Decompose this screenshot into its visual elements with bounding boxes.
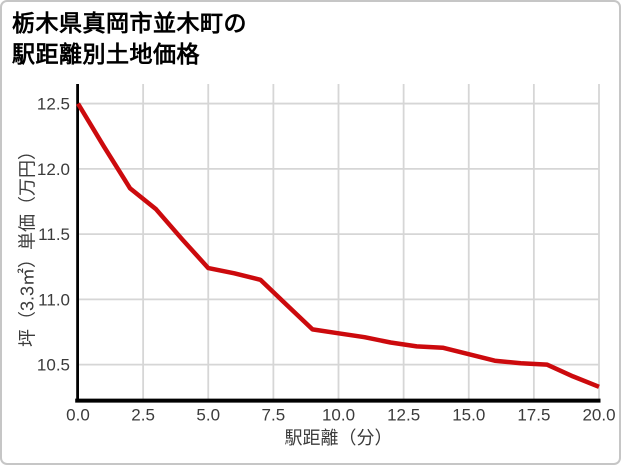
y-tick-label: 12.0 xyxy=(37,160,70,179)
y-axis-title: 坪（3.3㎡）単価（万円） xyxy=(17,141,38,348)
x-tick-label: 0.0 xyxy=(66,406,90,425)
x-axis-title: 駅距離（分） xyxy=(284,428,393,448)
y-tick-label: 12.5 xyxy=(37,95,70,114)
y-tick-label: 11.0 xyxy=(38,290,70,309)
x-tick-label: 5.0 xyxy=(196,406,220,425)
x-tick-label: 7.5 xyxy=(262,406,286,425)
chart-title: 栃木県真岡市並木町の 駅距離別土地価格 xyxy=(12,8,247,70)
price-line xyxy=(76,102,600,389)
x-tick-label: 17.5 xyxy=(517,406,550,425)
y-tick-label: 11.5 xyxy=(38,225,70,244)
x-tick-label: 10.0 xyxy=(322,406,355,425)
x-tick-label: 12.5 xyxy=(387,406,420,425)
chart-title-line1: 栃木県真岡市並木町の xyxy=(12,10,247,36)
x-tick-label: 15.0 xyxy=(452,406,485,425)
x-tick-label: 2.5 xyxy=(131,406,155,425)
chart-title-line2: 駅距離別土地価格 xyxy=(12,41,200,67)
y-tick-label: 10.5 xyxy=(37,356,70,375)
x-tick-label: 20.0 xyxy=(582,406,615,425)
